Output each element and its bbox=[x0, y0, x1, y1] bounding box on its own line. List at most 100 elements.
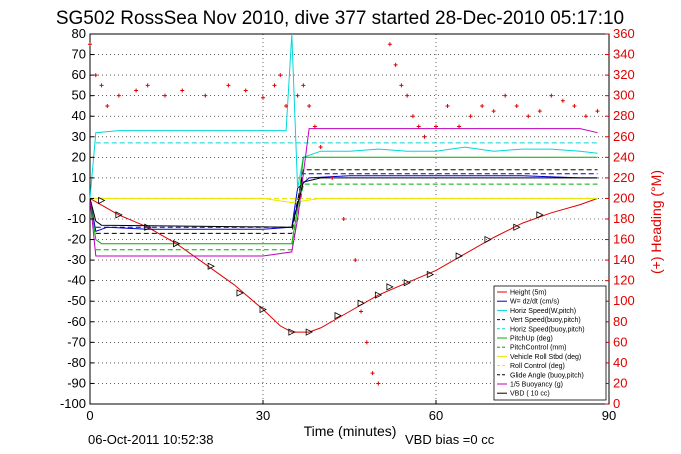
series-line-5 bbox=[89, 156, 598, 245]
height-marker-12 bbox=[386, 283, 394, 291]
heading-point-23 bbox=[353, 258, 358, 263]
y-right-tick-label-11: 140 bbox=[613, 252, 635, 267]
y-tick-label-14: -60 bbox=[67, 314, 86, 329]
y-tick-label-15: -70 bbox=[67, 334, 86, 349]
height-marker-3 bbox=[173, 240, 181, 248]
heading-point-15 bbox=[284, 103, 289, 108]
heading-point-24 bbox=[359, 309, 364, 314]
heading-point-20 bbox=[318, 145, 323, 150]
height-marker-14 bbox=[426, 270, 435, 279]
legend-label-4: Horiz Speed(buoy,pitch) bbox=[510, 326, 585, 333]
y-right-tick-label-12: 120 bbox=[613, 273, 635, 288]
y-tick-label-5: 30 bbox=[72, 129, 86, 144]
height-marker-7 bbox=[288, 328, 296, 336]
heading-point-17 bbox=[301, 83, 306, 88]
y-tick-label-8: 0 bbox=[79, 190, 86, 205]
heading-point-18 bbox=[307, 103, 312, 108]
heading-point-32 bbox=[410, 114, 415, 119]
heading-point-35 bbox=[434, 124, 438, 129]
legend-label-9: Glide Angle (buoy,pitch) bbox=[510, 372, 584, 379]
y-right-tick-label-13: 100 bbox=[613, 293, 635, 308]
heading-point-26 bbox=[370, 371, 375, 376]
x-axis-ticks: 0 30 60 90 bbox=[86, 400, 616, 423]
y-right-tick-label-17: 20 bbox=[613, 375, 627, 390]
y-right-tick-label-14: 80 bbox=[613, 314, 627, 329]
series-line-10 bbox=[89, 128, 598, 257]
legend-label-3: Vert Speed(buoy,pitch) bbox=[510, 317, 581, 324]
heading-point-22 bbox=[341, 217, 346, 221]
height-marker-4 bbox=[207, 262, 215, 270]
y-tick-label-6: 20 bbox=[72, 149, 86, 164]
heading-point-4 bbox=[116, 93, 121, 98]
heading-point-31 bbox=[405, 93, 410, 98]
x-tick-label-1: 30 bbox=[256, 408, 270, 423]
heading-point-28 bbox=[387, 42, 392, 47]
y-right-tick-label-9: 180 bbox=[613, 211, 635, 226]
y-tick-label-4: 40 bbox=[72, 108, 86, 123]
heading-point-41 bbox=[503, 93, 508, 98]
y-right-tick-label-4: 280 bbox=[613, 108, 635, 123]
series-line-9 bbox=[95, 169, 598, 234]
heading-point-19 bbox=[312, 124, 317, 129]
height-marker-10 bbox=[357, 299, 365, 307]
footer-date: 06-Oct-2011 10:52:38 bbox=[88, 432, 214, 447]
footer-vbd-bias: VBD bias =0 cc bbox=[405, 432, 495, 447]
heading-point-49 bbox=[595, 109, 600, 114]
y-right-tick-label-8: 200 bbox=[613, 190, 635, 205]
y-tick-label-10: -20 bbox=[67, 232, 86, 247]
heading-point-16 bbox=[295, 93, 300, 98]
heading-point-34 bbox=[422, 134, 427, 139]
legend-label-1: W= dz/dt (cm/s) bbox=[510, 299, 559, 306]
y-tick-label-16: -80 bbox=[67, 355, 86, 370]
heading-point-40 bbox=[491, 109, 496, 114]
y-right-tick-label-16: 40 bbox=[613, 355, 627, 370]
legend-label-2: Horiz Speed(W,pitch) bbox=[510, 308, 576, 315]
legend-label-11: VBD ( 10 cc) bbox=[510, 391, 550, 398]
heading-point-14 bbox=[278, 73, 283, 78]
legend-box bbox=[493, 285, 607, 401]
series-line-11 bbox=[89, 177, 598, 228]
heading-point-43 bbox=[526, 114, 531, 119]
legend-label-8: Roll Control (deg) bbox=[510, 363, 565, 370]
height-marker-8 bbox=[305, 328, 314, 336]
heading-point-45 bbox=[549, 93, 554, 98]
y-right-tick-label-0: 360 bbox=[613, 26, 635, 41]
height-marker-5 bbox=[236, 289, 244, 297]
height-marker-13 bbox=[403, 279, 412, 287]
heading-point-11 bbox=[243, 88, 248, 93]
height-marker-11 bbox=[374, 291, 383, 299]
y-tick-label-11: -30 bbox=[67, 252, 86, 267]
series-line-0 bbox=[89, 197, 598, 333]
y-tick-label-7: 10 bbox=[72, 170, 86, 185]
heading-point-33 bbox=[416, 124, 421, 129]
y-axis-left-ticks: 80 70 60 50 40 30 20 10 0 -10 -20 -30 -40 -50 -60 -70 -8… bbox=[60, 26, 94, 411]
heading-point-0 bbox=[88, 42, 92, 47]
x-tick-label-3: 90 bbox=[602, 408, 616, 423]
y-tick-label-2: 60 bbox=[72, 67, 86, 82]
legend-label-7: Vehicle Roll Stbd (deg) bbox=[510, 354, 581, 361]
heading-point-5 bbox=[134, 88, 139, 93]
height-marker-9 bbox=[334, 311, 342, 320]
y-right-tick-label-1: 340 bbox=[613, 47, 635, 62]
x-axis-label: Time (minutes) bbox=[304, 423, 397, 439]
y-tick-label-13: -50 bbox=[67, 293, 86, 308]
heading-point-9 bbox=[203, 93, 208, 98]
height-marker-2 bbox=[144, 223, 152, 231]
y-right-tick-label-5: 260 bbox=[613, 129, 635, 144]
legend-label-5: PitchUp (deg) bbox=[510, 336, 553, 343]
y-tick-label-12: -40 bbox=[67, 273, 86, 288]
heading-point-44 bbox=[537, 109, 542, 114]
x-tick-label-2: 60 bbox=[429, 408, 443, 423]
legend-label-6: PitchControl (mm) bbox=[510, 345, 566, 352]
legend: Height (5m) W= dz/dt (cm/s) Horiz Speed(W,… bbox=[493, 285, 607, 401]
y-right-tick-label-6: 240 bbox=[613, 149, 635, 164]
y-tick-label-17: -90 bbox=[67, 375, 86, 390]
y-tick-label-1: 70 bbox=[72, 47, 86, 62]
height-marker-17 bbox=[513, 223, 521, 231]
markers-layer bbox=[88, 42, 600, 386]
heading-point-29 bbox=[393, 62, 398, 67]
legend-label-0: Height (5m) bbox=[510, 290, 547, 297]
height-marker-16 bbox=[484, 235, 492, 244]
heading-point-48 bbox=[583, 114, 588, 119]
right-axis-label: (+) Heading (°M) bbox=[648, 170, 664, 274]
